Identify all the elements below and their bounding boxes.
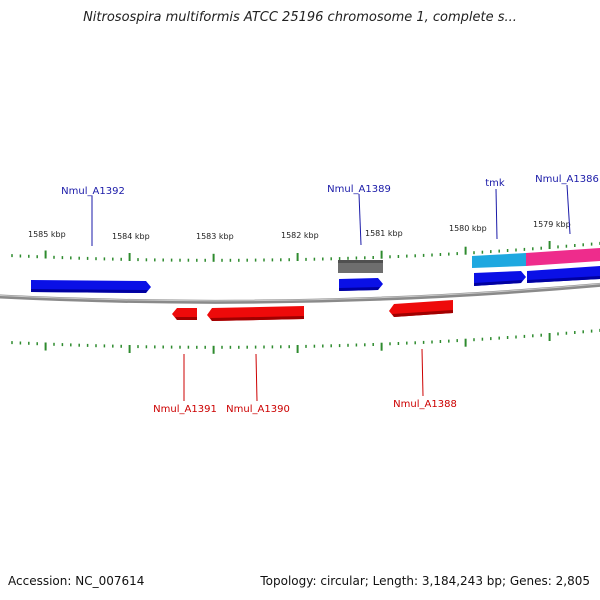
scale-ticks-top [11, 241, 600, 262]
gene-labels-reverse: Nmul_A1391 Nmul_A1390 Nmul_A1388 [153, 399, 457, 415]
gene-feature-nmul-a1386-shade [527, 276, 600, 283]
chromosome-backbone [0, 282, 600, 304]
scale-label-1582: 1582 kbp [281, 231, 319, 240]
gene-label-nmul-a1388[interactable]: Nmul_A1388 [393, 399, 457, 410]
leader-lines-forward [91, 184, 571, 246]
scale-label-1579: 1579 kbp [533, 220, 571, 229]
scale-label-1583: 1583 kbp [196, 232, 234, 241]
gene-feature-tmk-cyan[interactable] [472, 253, 526, 268]
scale-label-1585: 1585 kbp [28, 230, 66, 239]
gene-feature-gray-top [338, 260, 383, 263]
leader-nmul-a1388 [421, 348, 424, 397]
leader-nmul-a1386 [566, 184, 571, 235]
map-title: Nitrosospira multiformis ATCC 25196 chro… [83, 10, 517, 25]
gene-feature-nmul-a1389-shade [339, 287, 380, 291]
scale-label-1580: 1580 kbp [449, 224, 487, 233]
leader-lines-reverse [183, 348, 424, 402]
gene-label-nmul-a1391[interactable]: Nmul_A1391 [153, 404, 217, 415]
gene-labels-forward: Nmul_A1392 Nmul_A1389 tmk Nmul_A1386 [61, 174, 599, 197]
gene-feature-gray[interactable] [338, 260, 383, 273]
scale-labels: 1585 kbp 1584 kbp 1583 kbp 1582 kbp 1581… [28, 220, 571, 241]
chromosome-backbone-highlight [0, 283, 600, 302]
scale-label-1584: 1584 kbp [112, 232, 150, 241]
gene-feature-tmk-shade [474, 280, 523, 286]
leader-nmul-a1389 [358, 193, 362, 246]
reverse-genes [172, 300, 453, 321]
gene-feature-nmul-a1392-shade [31, 289, 148, 293]
gene-label-nmul-a1389[interactable]: Nmul_A1389 [327, 184, 391, 195]
gene-label-nmul-a1390[interactable]: Nmul_A1390 [226, 404, 290, 415]
scale-ticks-bottom [11, 328, 600, 354]
gene-label-nmul-a1392[interactable]: Nmul_A1392 [61, 186, 125, 197]
forward-genes [31, 248, 600, 293]
gene-label-nmul-a1386[interactable]: Nmul_A1386 [535, 174, 599, 185]
genome-summary-text: Topology: circular; Length: 3,184,243 bp… [260, 574, 590, 588]
accession-text: Accession: NC_007614 [8, 574, 145, 588]
gene-feature-nmul-a1391-shade [175, 317, 197, 320]
gene-label-tmk[interactable]: tmk [485, 178, 505, 189]
gene-feature-nmul-a1388-shade [392, 310, 453, 317]
gene-feature-nmul-a1390-shade [210, 316, 304, 321]
gene-feature-pink[interactable] [526, 248, 600, 266]
leader-tmk [495, 188, 498, 240]
scale-label-1581: 1581 kbp [365, 229, 403, 238]
leader-nmul-a1390 [255, 353, 258, 402]
